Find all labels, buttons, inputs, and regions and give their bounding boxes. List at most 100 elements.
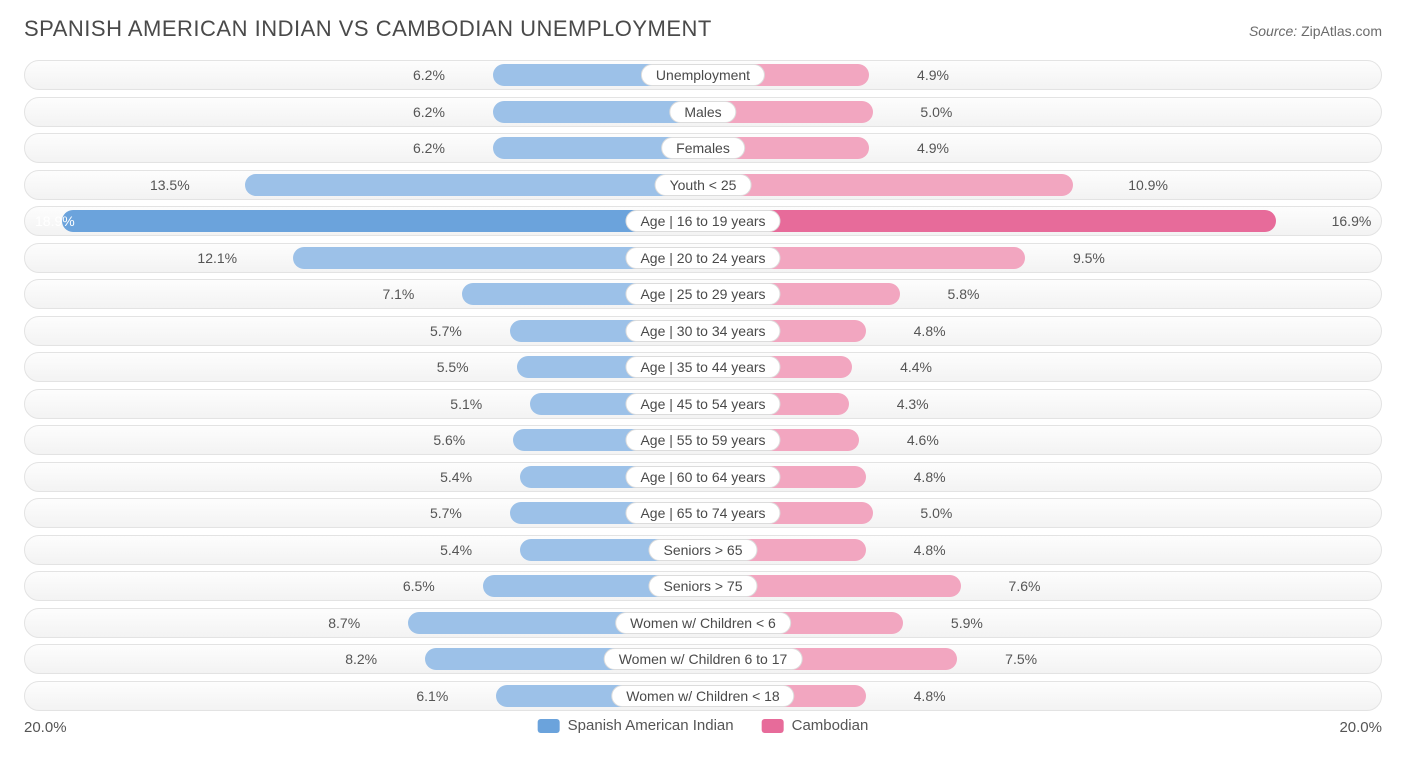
value-right: 5.0% <box>912 98 952 126</box>
chart-row: 5.6%4.6%Age | 55 to 59 years <box>24 425 1382 455</box>
chart-title: SPANISH AMERICAN INDIAN VS CAMBODIAN UNE… <box>24 16 712 42</box>
chart-legend: Spanish American Indian Cambodian <box>538 717 869 734</box>
row-left-half: 6.2% <box>25 98 703 126</box>
value-left: 6.2% <box>413 134 453 162</box>
chart-row: 13.5% 10.9%Youth < 25 <box>24 170 1382 200</box>
row-category-label: Age | 16 to 19 years <box>625 210 780 232</box>
legend-label: Cambodian <box>792 717 869 734</box>
row-right-half: 5.9% <box>703 609 1381 637</box>
legend-item: Cambodian <box>762 717 869 734</box>
row-left-half: 6.2% <box>25 134 703 162</box>
value-right: 9.5% <box>1065 244 1105 272</box>
chart-row: 8.2% 7.5% Women w/ Children 6 to 17 <box>24 644 1382 674</box>
row-left-half: 6.5% <box>25 572 703 600</box>
value-right: 4.9% <box>909 61 949 89</box>
row-left-half: 5.4% <box>25 463 703 491</box>
row-category-label: Women w/ Children < 6 <box>615 612 791 634</box>
row-left-half: 7.1% <box>25 280 703 308</box>
value-left: 5.6% <box>433 426 473 454</box>
row-category-label: Seniors > 75 <box>649 575 758 597</box>
row-right-half: 4.4% <box>703 353 1381 381</box>
value-right: 16.9% <box>1324 207 1372 235</box>
row-left-half: 5.7% <box>25 317 703 345</box>
chart-row: 6.2% 4.9% Unemployment <box>24 60 1382 90</box>
chart-row: 5.4% 4.8% Age | 60 to 64 years <box>24 462 1382 492</box>
axis-max-left: 20.0% <box>24 719 67 736</box>
row-right-half: 4.9% <box>703 134 1381 162</box>
chart-row: 5.7% 5.0%Age | 65 to 74 years <box>24 498 1382 528</box>
chart-row: 6.2%4.9%Females <box>24 133 1382 163</box>
bar-left <box>62 210 703 232</box>
value-left: 6.5% <box>403 572 443 600</box>
row-right-half: 4.3% <box>703 390 1381 418</box>
chart-row: 5.7%4.8%Age | 30 to 34 years <box>24 316 1382 346</box>
row-right-half: 9.5% <box>703 244 1381 272</box>
row-right-half: 4.8% <box>703 536 1381 564</box>
value-left: 5.1% <box>450 390 490 418</box>
value-right: 5.9% <box>943 609 983 637</box>
row-left-half: 13.5% <box>25 171 703 199</box>
value-left: 5.7% <box>430 499 470 527</box>
value-left: 12.1% <box>197 244 245 272</box>
row-right-half: 4.8% <box>703 463 1381 491</box>
source-label: Source: <box>1249 23 1297 39</box>
row-right-half: 5.0% <box>703 499 1381 527</box>
row-right-half: 7.5% <box>703 645 1381 673</box>
row-left-half: 5.1% <box>25 390 703 418</box>
legend-swatch <box>538 719 560 733</box>
value-right: 7.5% <box>997 645 1037 673</box>
value-left: 5.5% <box>437 353 477 381</box>
axis-max-right: 20.0% <box>1339 719 1382 736</box>
row-left-half: 5.6% <box>25 426 703 454</box>
value-left: 6.2% <box>413 98 453 126</box>
bar-right <box>703 174 1073 196</box>
value-left: 18.9% <box>25 207 75 235</box>
row-left-half: 6.2% <box>25 61 703 89</box>
value-left: 13.5% <box>150 171 198 199</box>
value-right: 4.8% <box>906 317 946 345</box>
row-right-half: 10.9% <box>703 171 1381 199</box>
value-left: 8.7% <box>328 609 368 637</box>
value-right: 4.8% <box>906 463 946 491</box>
legend-item: Spanish American Indian <box>538 717 734 734</box>
value-right: 4.8% <box>906 536 946 564</box>
row-left-half: 18.9% <box>25 207 703 235</box>
row-category-label: Males <box>669 101 736 123</box>
value-left: 5.4% <box>440 536 480 564</box>
source-value: ZipAtlas.com <box>1301 23 1382 39</box>
row-right-half: 16.9% <box>703 207 1381 235</box>
chart-row: 5.4%4.8%Seniors > 65 <box>24 535 1382 565</box>
chart-row: 5.1%4.3%Age | 45 to 54 years <box>24 389 1382 419</box>
chart-source: Source: ZipAtlas.com <box>1249 23 1382 39</box>
row-category-label: Age | 60 to 64 years <box>625 466 780 488</box>
row-left-half: 5.7% <box>25 499 703 527</box>
value-right: 4.3% <box>889 390 929 418</box>
row-right-half: 4.8% <box>703 317 1381 345</box>
row-left-half: 8.7% <box>25 609 703 637</box>
chart-row: 5.5% 4.4%Age | 35 to 44 years <box>24 352 1382 382</box>
row-right-half: 4.9% <box>703 61 1381 89</box>
value-right: 4.6% <box>899 426 939 454</box>
row-category-label: Age | 20 to 24 years <box>625 247 780 269</box>
legend-label: Spanish American Indian <box>568 717 734 734</box>
row-category-label: Women w/ Children 6 to 17 <box>604 648 803 670</box>
value-left: 7.1% <box>382 280 422 308</box>
value-left: 5.7% <box>430 317 470 345</box>
row-category-label: Youth < 25 <box>655 174 752 196</box>
chart-row: 6.2% 5.0% Males <box>24 97 1382 127</box>
row-left-half: 6.1% <box>25 682 703 710</box>
diverging-bar-chart: 6.2% 4.9% Unemployment 6.2% 5.0% Males 6.2% 4.9… <box>24 60 1382 711</box>
row-left-half: 5.5% <box>25 353 703 381</box>
chart-row: 6.1%4.8%Women w/ Children < 18 <box>24 681 1382 711</box>
row-category-label: Unemployment <box>641 64 765 86</box>
chart-row: 8.7% 5.9% Women w/ Children < 6 <box>24 608 1382 638</box>
row-category-label: Age | 35 to 44 years <box>625 356 780 378</box>
row-left-half: 8.2% <box>25 645 703 673</box>
row-category-label: Age | 25 to 29 years <box>625 283 780 305</box>
row-right-half: 5.8% <box>703 280 1381 308</box>
chart-row: 6.5%7.6%Seniors > 75 <box>24 571 1382 601</box>
row-right-half: 4.6% <box>703 426 1381 454</box>
row-category-label: Age | 65 to 74 years <box>625 502 780 524</box>
value-left: 6.2% <box>413 61 453 89</box>
row-left-half: 12.1% <box>25 244 703 272</box>
